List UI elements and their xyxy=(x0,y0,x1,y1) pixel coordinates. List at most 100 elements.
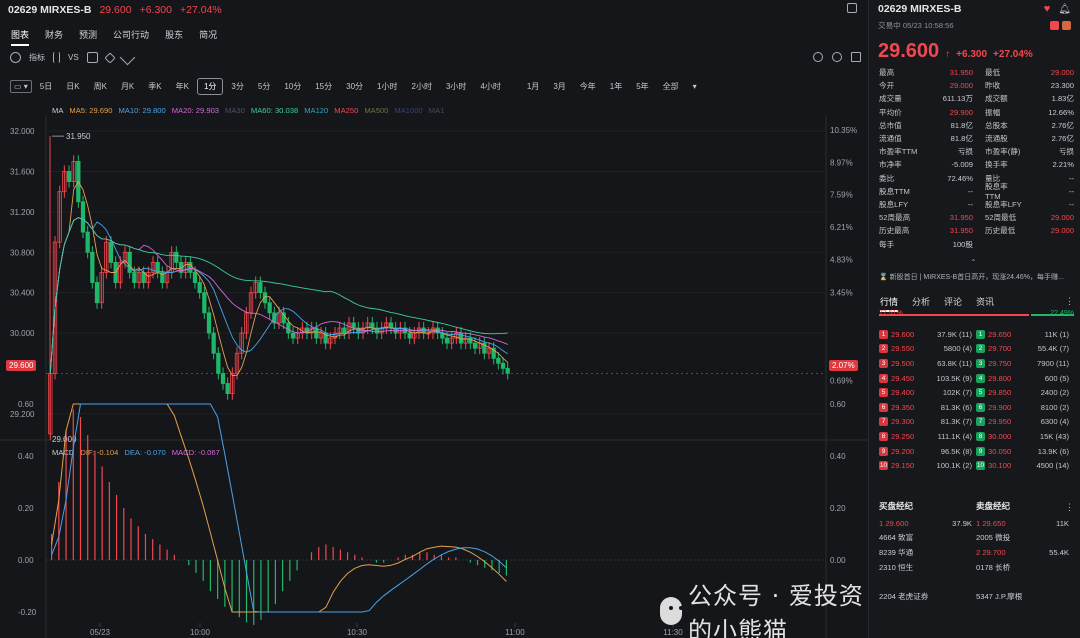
bid-level[interactable]: 1 29.600 37.9K (11) xyxy=(879,329,976,339)
period-1h[interactable]: 1小时 xyxy=(377,82,398,91)
buy-broker[interactable]: 2310 恒生 xyxy=(879,562,976,573)
period-10min[interactable]: 10分 xyxy=(284,82,302,91)
compare-button[interactable]: VS xyxy=(68,53,79,62)
tab-corporate-actions[interactable]: 公司行动 xyxy=(113,30,150,40)
ask-level[interactable]: 5 29.850 2400 (2) xyxy=(976,388,1073,398)
level-price: 29.600 xyxy=(891,329,915,339)
buy-broker[interactable]: 2204 老虎证券 xyxy=(879,591,976,602)
level-qty: 103.5K xyxy=(936,373,961,383)
period-more-dropdown[interactable]: ▾ xyxy=(692,82,697,91)
indicator-button[interactable]: 指标 xyxy=(29,53,45,62)
ask-level[interactable]: 6 29.900 8100 (2) xyxy=(976,402,1073,412)
screenshot-icon[interactable] xyxy=(813,52,823,62)
candle-style-icon[interactable] xyxy=(53,52,60,63)
tab-profile[interactable]: 简况 xyxy=(199,30,218,40)
level-badge: 4 xyxy=(976,373,985,383)
tab-market[interactable]: 行情 xyxy=(880,295,899,312)
sell-broker[interactable]: 2 29.700 55.4K xyxy=(976,548,1073,557)
stock-code: 02629 MIRXES-B xyxy=(8,4,92,16)
tab-chart[interactable]: 图表 xyxy=(11,28,30,46)
bid-level[interactable]: 3 29.500 63.8K (11) xyxy=(879,358,976,368)
bid-level[interactable]: 9 29.200 96.5K (8) xyxy=(879,446,976,456)
bid-level[interactable]: 10 29.150 100.1K (2) xyxy=(879,461,976,471)
chart-type-dropdown[interactable]: ▭ ▾ xyxy=(10,80,32,93)
bid-level[interactable]: 6 29.350 81.3K (6) xyxy=(879,402,976,412)
period-5y[interactable]: 5年 xyxy=(636,82,649,91)
bid-level[interactable]: 8 29.250 111.1K (4) xyxy=(879,431,976,441)
bid-level[interactable]: 7 29.300 81.3K (7) xyxy=(879,417,976,427)
ask-level[interactable]: 4 29.800 600 (5) xyxy=(976,373,1073,383)
ask-level[interactable]: 10 30.100 4500 (14) xyxy=(976,461,1073,471)
expand-chevron-icon[interactable]: ⌃ xyxy=(970,258,977,267)
period-3min[interactable]: 3分 xyxy=(231,82,244,91)
sell-broker[interactable]: 1 29.650 11K xyxy=(976,519,1073,528)
favorite-heart-icon[interactable]: ♥ xyxy=(1043,3,1051,15)
period-all[interactable]: 全部 xyxy=(662,82,679,91)
crosshair-icon[interactable] xyxy=(104,51,116,64)
bell-icon[interactable]: 🔔︎ xyxy=(1058,3,1071,15)
fullscreen-icon[interactable] xyxy=(851,52,861,62)
buy-broker[interactable]: 4664 致富 xyxy=(879,532,976,543)
sell-broker[interactable]: 0178 长桥 xyxy=(976,562,1073,573)
indicator-icon[interactable] xyxy=(10,52,21,63)
sell-broker[interactable]: 2005 微投 xyxy=(976,532,1073,543)
period-30min[interactable]: 30分 xyxy=(346,82,364,91)
period-1mo[interactable]: 1月 xyxy=(526,82,540,91)
period-ytd[interactable]: 今年 xyxy=(579,82,596,91)
period-5d[interactable]: 5日 xyxy=(39,82,53,91)
level-price: 29.850 xyxy=(988,388,1012,398)
settings-icon[interactable] xyxy=(832,52,842,62)
buy-broker[interactable]: 1 29.600 37.9K xyxy=(879,519,976,528)
tab-comments[interactable]: 评论 xyxy=(944,297,963,307)
sell-broker[interactable]: 5347 J.P.摩根 xyxy=(976,591,1073,602)
period-4h[interactable]: 4小时 xyxy=(480,82,501,91)
bid-level[interactable]: 5 29.400 102K (7) xyxy=(879,388,976,398)
period-15min[interactable]: 15分 xyxy=(315,82,333,91)
bid-level[interactable]: 2 29.550 5800 (4) xyxy=(879,344,976,354)
price-chart[interactable]: 32.000 31.600 31.200 30.800 30.400 30.000 29.2… xyxy=(0,115,867,638)
pct-tick-label: 8.97% xyxy=(830,158,853,167)
level-orders: 8 xyxy=(965,446,970,456)
candle xyxy=(220,373,226,384)
level-volume: 13.9K (6) xyxy=(1037,446,1069,456)
period-2h[interactable]: 2小时 xyxy=(411,82,432,91)
news-ticker[interactable]: ⌛ 新股首日 | MIRXES-B首日高开，现涨24.46%，每手赚... xyxy=(879,272,1074,282)
tab-analysis[interactable]: 分析 xyxy=(912,297,931,307)
level-volume: 103.5K (9) xyxy=(936,373,972,383)
level-qty: 13.9K xyxy=(1037,446,1058,456)
period-3mo[interactable]: 3月 xyxy=(553,82,566,91)
period-1min[interactable]: 1分 xyxy=(196,78,224,95)
ask-level[interactable]: 2 29.700 55.4K (7) xyxy=(976,344,1073,354)
collapse-panel-icon[interactable] xyxy=(847,3,857,13)
box-icon[interactable] xyxy=(86,52,98,63)
ask-level[interactable]: 8 30.000 15K (43) xyxy=(976,431,1073,441)
period-1y[interactable]: 1年 xyxy=(609,82,623,91)
ask-level[interactable]: 9 30.050 13.9K (6) xyxy=(976,446,1073,456)
pct-tick-label: 3.45% xyxy=(830,289,853,298)
tab-news[interactable]: 资讯 xyxy=(976,297,995,307)
level-orders: 5 xyxy=(1062,373,1067,383)
bid-level[interactable]: 4 29.450 103.5K (9) xyxy=(879,373,976,383)
period-3h[interactable]: 3小时 xyxy=(445,82,467,91)
more-icon[interactable]: ⋮ xyxy=(1065,296,1074,306)
tab-shareholders[interactable]: 股东 xyxy=(165,30,184,40)
period-day[interactable]: 日K xyxy=(66,82,80,91)
buy-broker[interactable]: 8239 华通 xyxy=(879,547,976,558)
period-month[interactable]: 月K xyxy=(120,82,135,91)
tab-forecast[interactable]: 预测 xyxy=(79,30,98,40)
period-year[interactable]: 年K xyxy=(175,82,189,91)
ask-level[interactable]: 3 29.750 7900 (11) xyxy=(976,358,1073,368)
candle xyxy=(122,251,128,263)
broker-more-icon[interactable]: ⋮ xyxy=(1065,502,1074,512)
ask-level[interactable]: 7 29.950 6300 (4) xyxy=(976,417,1073,427)
ma-legend-item: MA20: 29.903 xyxy=(171,106,220,115)
stat-value: 29.000 xyxy=(1050,226,1074,236)
period-quarter[interactable]: 季K xyxy=(148,82,162,91)
ask-level[interactable]: 1 29.650 11K (1) xyxy=(976,329,1073,339)
draw-pen-icon[interactable] xyxy=(119,49,135,66)
level-volume: 81.3K (7) xyxy=(940,417,972,427)
tab-finance[interactable]: 财务 xyxy=(45,30,64,40)
period-week[interactable]: 周K xyxy=(93,82,107,91)
period-5min[interactable]: 5分 xyxy=(257,82,271,91)
stat-label: 总市值 xyxy=(879,120,902,130)
